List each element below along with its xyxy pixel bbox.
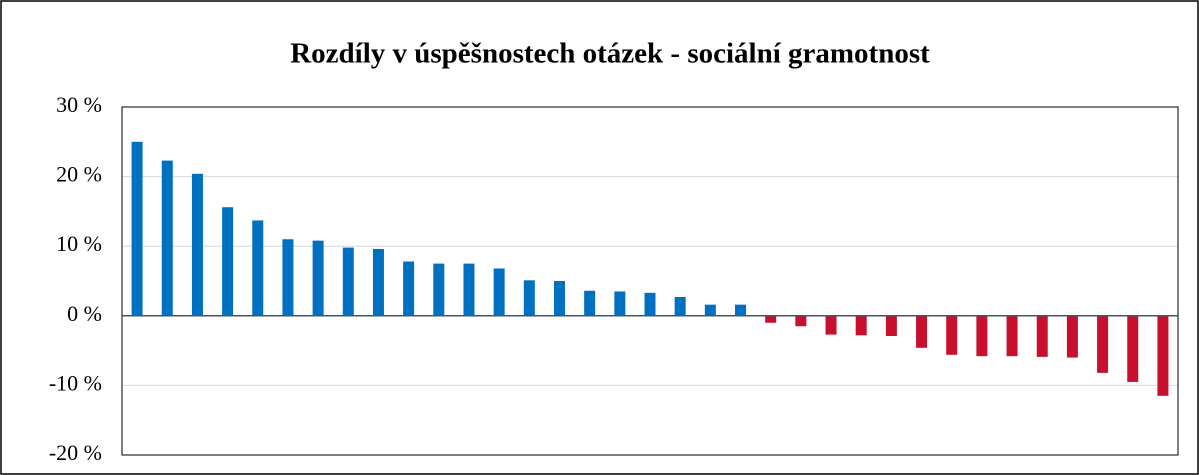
- bar: [312, 240, 324, 316]
- bar: [372, 248, 384, 316]
- bar: [614, 291, 626, 316]
- bar: [825, 315, 837, 335]
- bar: [131, 141, 143, 316]
- y-tick-label: -20 %: [49, 440, 102, 465]
- bar: [222, 207, 234, 316]
- bar: [282, 239, 294, 316]
- bar: [191, 173, 203, 316]
- bar: [403, 261, 415, 316]
- bar: [252, 220, 264, 316]
- bar: [342, 247, 354, 316]
- bar: [1036, 315, 1048, 357]
- bar: [523, 280, 535, 316]
- bar: [674, 297, 686, 316]
- bar: [553, 281, 565, 316]
- bar: [493, 268, 505, 316]
- bar: [916, 315, 928, 348]
- bar: [433, 263, 445, 316]
- y-tick-label: 30 %: [56, 92, 102, 117]
- bar: [885, 315, 897, 336]
- y-tick-label: -10 %: [49, 370, 102, 395]
- bar: [644, 292, 656, 316]
- plot-area: [121, 106, 1179, 456]
- bar: [946, 315, 958, 355]
- bar: [855, 315, 867, 336]
- bar: [1157, 315, 1169, 396]
- y-tick-label: 0 %: [67, 301, 102, 326]
- chart-title: Rozdíly v úspěšnostech otázek - sociální…: [290, 38, 930, 70]
- bar: [704, 304, 716, 316]
- bar: [463, 263, 475, 316]
- y-tick-label: 20 %: [56, 162, 102, 187]
- bar: [735, 304, 747, 316]
- y-tick-label: 10 %: [56, 231, 102, 256]
- bar: [976, 315, 988, 357]
- bar: [584, 290, 596, 316]
- bar: [795, 315, 807, 327]
- bar: [161, 160, 173, 316]
- bar: [1097, 315, 1109, 373]
- bar: [1006, 315, 1018, 357]
- bar: [765, 315, 777, 323]
- bar: [1066, 315, 1078, 358]
- bar: [1127, 315, 1139, 382]
